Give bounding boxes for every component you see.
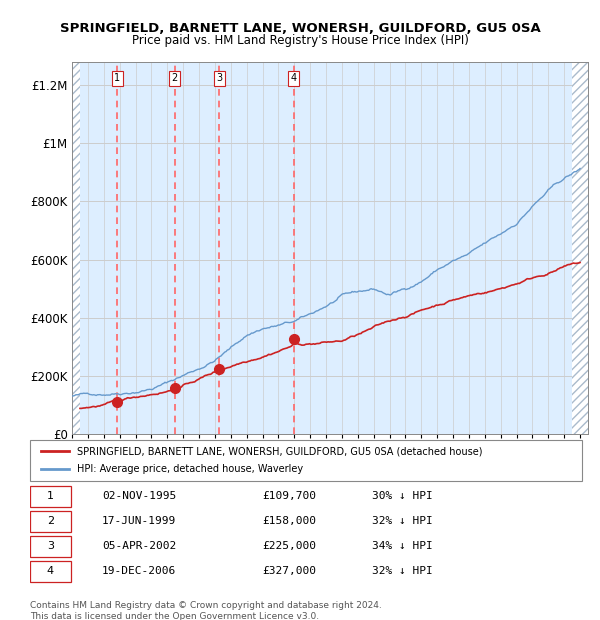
Text: SPRINGFIELD, BARNETT LANE, WONERSH, GUILDFORD, GU5 0SA (detached house): SPRINGFIELD, BARNETT LANE, WONERSH, GUIL… xyxy=(77,446,482,456)
Text: HPI: Average price, detached house, Waverley: HPI: Average price, detached house, Wave… xyxy=(77,464,303,474)
FancyBboxPatch shape xyxy=(30,440,582,480)
Text: 19-DEC-2006: 19-DEC-2006 xyxy=(102,566,176,576)
Text: 2: 2 xyxy=(47,516,54,526)
Text: 3: 3 xyxy=(47,541,54,551)
Text: £225,000: £225,000 xyxy=(262,541,316,551)
Text: 30% ↓ HPI: 30% ↓ HPI xyxy=(372,491,433,501)
Text: £327,000: £327,000 xyxy=(262,566,316,576)
Text: Price paid vs. HM Land Registry's House Price Index (HPI): Price paid vs. HM Land Registry's House … xyxy=(131,34,469,47)
Text: 32% ↓ HPI: 32% ↓ HPI xyxy=(372,566,433,576)
Text: 1: 1 xyxy=(47,491,54,501)
Text: 4: 4 xyxy=(47,566,54,576)
Text: 4: 4 xyxy=(291,73,297,83)
Text: 17-JUN-1999: 17-JUN-1999 xyxy=(102,516,176,526)
Text: 1: 1 xyxy=(114,73,120,83)
FancyBboxPatch shape xyxy=(30,561,71,582)
Text: SPRINGFIELD, BARNETT LANE, WONERSH, GUILDFORD, GU5 0SA: SPRINGFIELD, BARNETT LANE, WONERSH, GUIL… xyxy=(59,22,541,35)
Bar xyxy=(572,62,588,434)
Text: 02-NOV-1995: 02-NOV-1995 xyxy=(102,491,176,501)
Text: 3: 3 xyxy=(216,73,222,83)
Text: £109,700: £109,700 xyxy=(262,491,316,501)
Text: 2: 2 xyxy=(172,73,178,83)
Text: £158,000: £158,000 xyxy=(262,516,316,526)
FancyBboxPatch shape xyxy=(30,512,71,532)
Text: Contains HM Land Registry data © Crown copyright and database right 2024.
This d: Contains HM Land Registry data © Crown c… xyxy=(30,601,382,620)
Text: 34% ↓ HPI: 34% ↓ HPI xyxy=(372,541,433,551)
Text: 05-APR-2002: 05-APR-2002 xyxy=(102,541,176,551)
FancyBboxPatch shape xyxy=(30,536,71,557)
Bar xyxy=(72,62,80,434)
Text: 32% ↓ HPI: 32% ↓ HPI xyxy=(372,516,433,526)
FancyBboxPatch shape xyxy=(30,486,71,507)
